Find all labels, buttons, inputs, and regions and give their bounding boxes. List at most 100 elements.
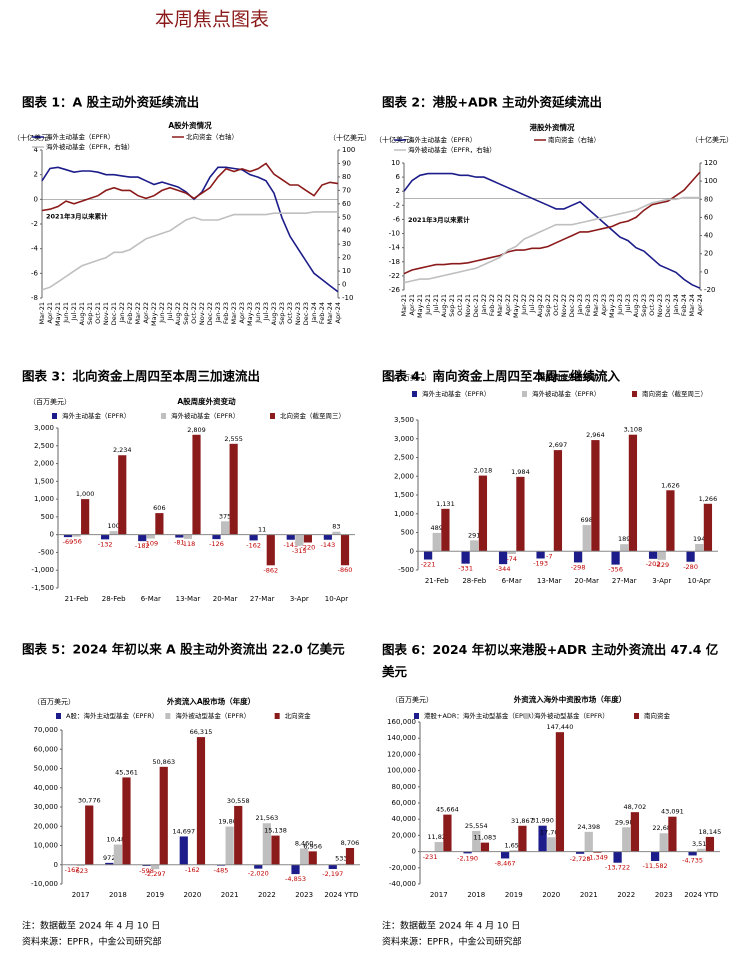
figure-title: 图表 5：2024 年初以来 A 股主动外资流出 22.0 亿美元: [22, 642, 345, 657]
bar: [175, 534, 184, 538]
bar: [611, 551, 620, 565]
y2-tick-label: 50: [342, 213, 351, 221]
data-label: -109: [143, 540, 158, 548]
x-tick-label: Nov-21: [102, 302, 110, 325]
y-tick-label: 1,500: [34, 477, 54, 485]
data-label: 1,984: [511, 468, 530, 476]
data-label: 19,806: [218, 818, 241, 826]
line-series: [403, 172, 701, 289]
x-tick-label: Oct-23: [648, 294, 656, 316]
x-tick-label: Aug-23: [270, 302, 278, 325]
x-tick-label: 28-Feb: [102, 595, 126, 603]
data-label: 21,563: [256, 814, 279, 822]
x-tick-label: Apr-22: [504, 294, 512, 315]
x-tick-label: 2019: [146, 891, 164, 899]
legend-swatch: [274, 713, 280, 719]
x-tick-label: 28-Feb: [462, 577, 486, 585]
bar: [337, 863, 346, 865]
bar: [555, 732, 565, 852]
bar: [138, 534, 147, 542]
data-label: 14,697: [172, 827, 195, 835]
x-tick-label: Apr-22: [142, 302, 150, 323]
data-label: -2,020: [248, 870, 269, 878]
bar: [461, 551, 470, 564]
data-label: -229: [654, 561, 669, 569]
y-tick-label: -1,000: [31, 566, 54, 574]
x-tick-label: Sep-21: [448, 294, 456, 317]
y2-tick-label: 100: [342, 146, 355, 154]
x-tick-label: Aug-23: [632, 294, 640, 317]
y-tick-label: 1,000: [394, 510, 414, 518]
y-tick-label: -8: [31, 294, 38, 302]
legend-label: 海外主动基金（EPFR）: [46, 132, 114, 141]
bar: [509, 850, 518, 852]
x-tick-label: Sep-22: [182, 302, 190, 325]
x-tick-label: Apr-21: [46, 302, 54, 323]
y-tick-label: -6: [393, 215, 401, 223]
bar: [582, 525, 591, 552]
figure-title: 图表 1：A 股主动外资延续流出: [22, 95, 199, 110]
bar: [345, 847, 355, 865]
legend-swatch: [632, 391, 637, 397]
figure-title: 图表 6：2024 年初以来港股+ADR 主动外资流出 47.4 亿美元: [382, 642, 718, 679]
bar: [85, 805, 94, 865]
data-label: -315: [292, 547, 307, 555]
data-label: -860: [338, 566, 353, 574]
legend-label: 海外被动基金（EPFR）: [171, 411, 239, 420]
chart-title: 港股周度外资变动: [538, 372, 598, 382]
y-tick-label: 100,000: [387, 767, 416, 775]
legend-swatch: [524, 713, 529, 719]
x-tick-label: Feb-24: [680, 294, 688, 316]
data-label: 1,626: [661, 481, 680, 489]
bar: [146, 534, 155, 539]
y-unit: （百万美元）: [33, 697, 75, 706]
x-tick-label: Jun-22: [520, 294, 528, 316]
legend-label: 海外被动基金（EPFR）: [532, 389, 600, 398]
data-label: -143: [283, 541, 298, 549]
data-label: -331: [458, 565, 473, 573]
data-label: 29,985: [615, 818, 638, 826]
y-tick-label: 3,500: [394, 416, 414, 424]
data-label: -2,190: [457, 854, 478, 862]
y2-tick-label: 40: [704, 232, 713, 240]
x-tick-label: Oct-23: [286, 302, 294, 324]
x-tick-label: Sep-23: [640, 294, 648, 317]
y2-tick-label: 80: [704, 195, 713, 203]
x-tick-label: Dec-23: [664, 294, 672, 317]
bar: [593, 851, 602, 853]
data-label: -143: [320, 541, 335, 549]
bar: [480, 842, 490, 852]
bar: [196, 737, 206, 865]
bar: [192, 434, 201, 535]
bar: [291, 864, 300, 875]
legend-label: 海外被动基金（EPFR，右轴）: [46, 142, 134, 151]
data-label: 50,863: [152, 758, 175, 766]
data-label: -280: [683, 563, 698, 571]
y-tick-label: 500: [401, 529, 414, 537]
y2-unit: （十亿美元）: [691, 135, 733, 144]
x-tick-label: 2024 YTD: [684, 891, 718, 899]
x-tick-label: Sep-22: [544, 294, 552, 317]
x-tick-label: Mar-22: [134, 302, 142, 324]
x-tick-label: Feb-23: [222, 302, 230, 324]
bar: [249, 534, 258, 541]
x-tick-label: Feb-23: [584, 294, 592, 316]
bar: [303, 534, 312, 543]
data-label: 2,697: [549, 441, 568, 449]
y-tick-label: 4: [34, 146, 39, 154]
legend-label: 海外被动基金（EPFR，右轴）: [408, 145, 496, 154]
data-label: -231: [423, 853, 438, 861]
x-tick-label: 2021: [221, 891, 239, 899]
y-tick-label: 140,000: [387, 734, 416, 742]
bar: [212, 534, 221, 540]
y-tick-label: -20,000: [389, 864, 416, 872]
x-tick-label: 2023: [655, 891, 673, 899]
data-label: -298: [571, 563, 586, 571]
chart-title: 外资流入海外中资股市场（年度）: [514, 694, 627, 704]
bar: [500, 851, 510, 859]
x-tick-label: Oct-22: [552, 294, 560, 316]
data-label: -69: [63, 538, 74, 546]
x-tick-label: May-23: [608, 294, 616, 318]
data-label: -1,349: [587, 854, 608, 862]
legend-swatch: [412, 391, 417, 397]
